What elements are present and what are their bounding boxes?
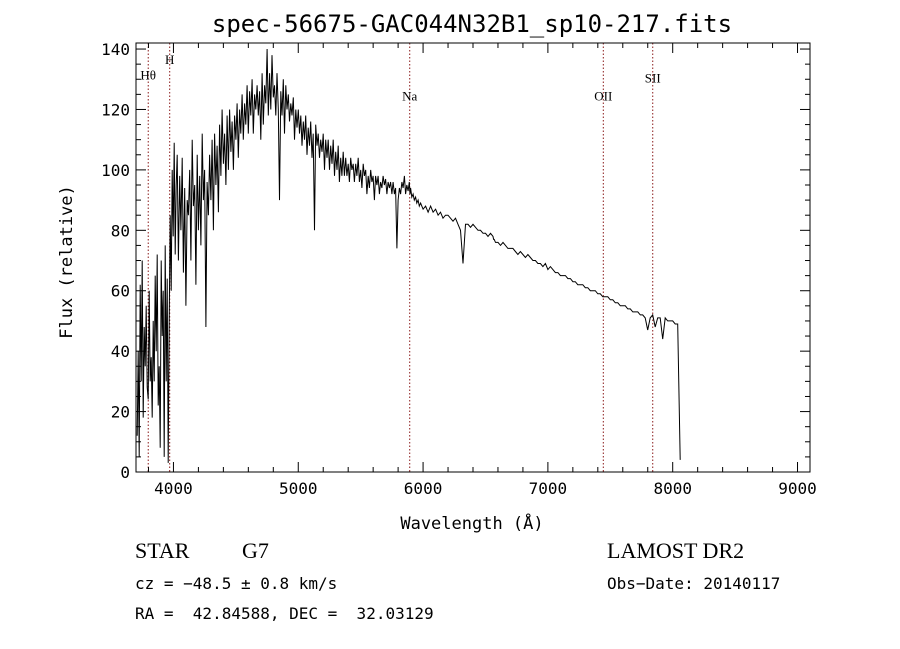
y-tick-label-0: 0 — [120, 463, 130, 482]
y-axis-label: Flux (relative) — [57, 185, 77, 339]
object-class: STAR — [135, 538, 190, 563]
marker-label-4: SII — [645, 70, 661, 85]
y-tick-label-6: 120 — [101, 100, 130, 119]
y-tick-label-5: 100 — [101, 161, 130, 180]
y-tick-label-4: 80 — [111, 221, 130, 240]
x-axis-label: Wavelength (Å) — [400, 512, 543, 534]
marker-label-0: Hθ — [140, 67, 156, 82]
cz-velocity: cz = −48.5 ± 0.8 km/s — [135, 574, 338, 593]
y-tick-label-3: 60 — [111, 282, 130, 301]
y-tick-label-7: 140 — [101, 40, 130, 59]
marker-label-1: H — [165, 52, 174, 67]
survey-name: LAMOST DR2 — [607, 538, 745, 563]
spectral-line-markers: Hθ H Na OII SII — [140, 43, 661, 472]
spectrum-line — [136, 48, 681, 463]
marker-label-2: Na — [402, 88, 417, 103]
x-tick-label-0: 4000 — [154, 479, 193, 498]
x-tick-label-1: 5000 — [279, 479, 318, 498]
x-tick-label-4: 8000 — [653, 479, 692, 498]
observation-date: Obs−Date: 20140117 — [607, 574, 781, 593]
y-tick-label-2: 40 — [111, 342, 130, 361]
x-tick-label-2: 6000 — [404, 479, 443, 498]
coordinates: RA = 42.84588, DEC = 32.03129 — [135, 604, 434, 623]
chart-title: spec-56675-GAC044N32B1_sp10-217.fits — [212, 10, 732, 38]
y-tick-label-1: 20 — [111, 403, 130, 422]
marker-label-3: OII — [594, 88, 612, 103]
x-tick-label-3: 7000 — [529, 479, 568, 498]
y-axis-ticks: 0 20 40 60 80 100 120 140 — [101, 40, 810, 482]
object-subclass: G7 — [242, 538, 269, 563]
x-tick-label-5: 9000 — [778, 479, 817, 498]
x-axis-ticks: 4000 5000 6000 7000 8000 9000 — [147, 43, 817, 498]
